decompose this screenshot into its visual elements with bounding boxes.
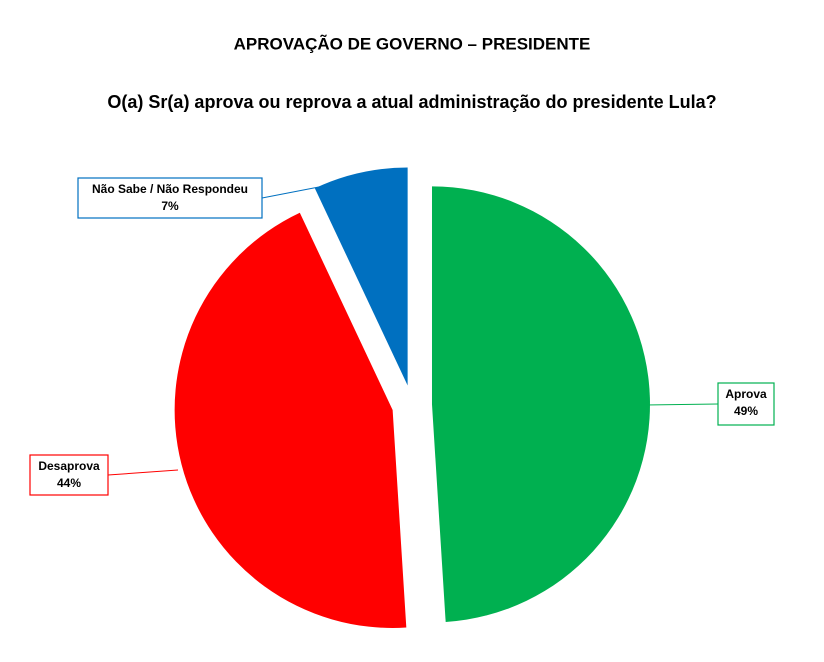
value-label: 49% xyxy=(734,404,758,418)
leader-line xyxy=(644,403,719,406)
value-label: 7% xyxy=(161,199,179,213)
pie-slice xyxy=(174,212,407,628)
leader-line xyxy=(261,179,356,199)
pie-slice xyxy=(431,186,650,622)
slice-label: Desaprova xyxy=(38,459,100,473)
chart-subtitle: O(a) Sr(a) aprova ou reprova a atual adm… xyxy=(107,92,716,112)
slice-label: Não Sabe / Não Respondeu xyxy=(92,182,248,196)
label-box xyxy=(717,382,775,426)
pie-slice xyxy=(314,167,408,386)
chart-title: APROVAÇÃO DE GOVERNO – PRESIDENTE xyxy=(234,33,591,53)
label-box xyxy=(29,454,109,496)
label-box xyxy=(77,177,263,219)
slice-label: Aprova xyxy=(725,387,767,401)
leader-line xyxy=(107,469,179,476)
value-label: 44% xyxy=(57,476,81,490)
